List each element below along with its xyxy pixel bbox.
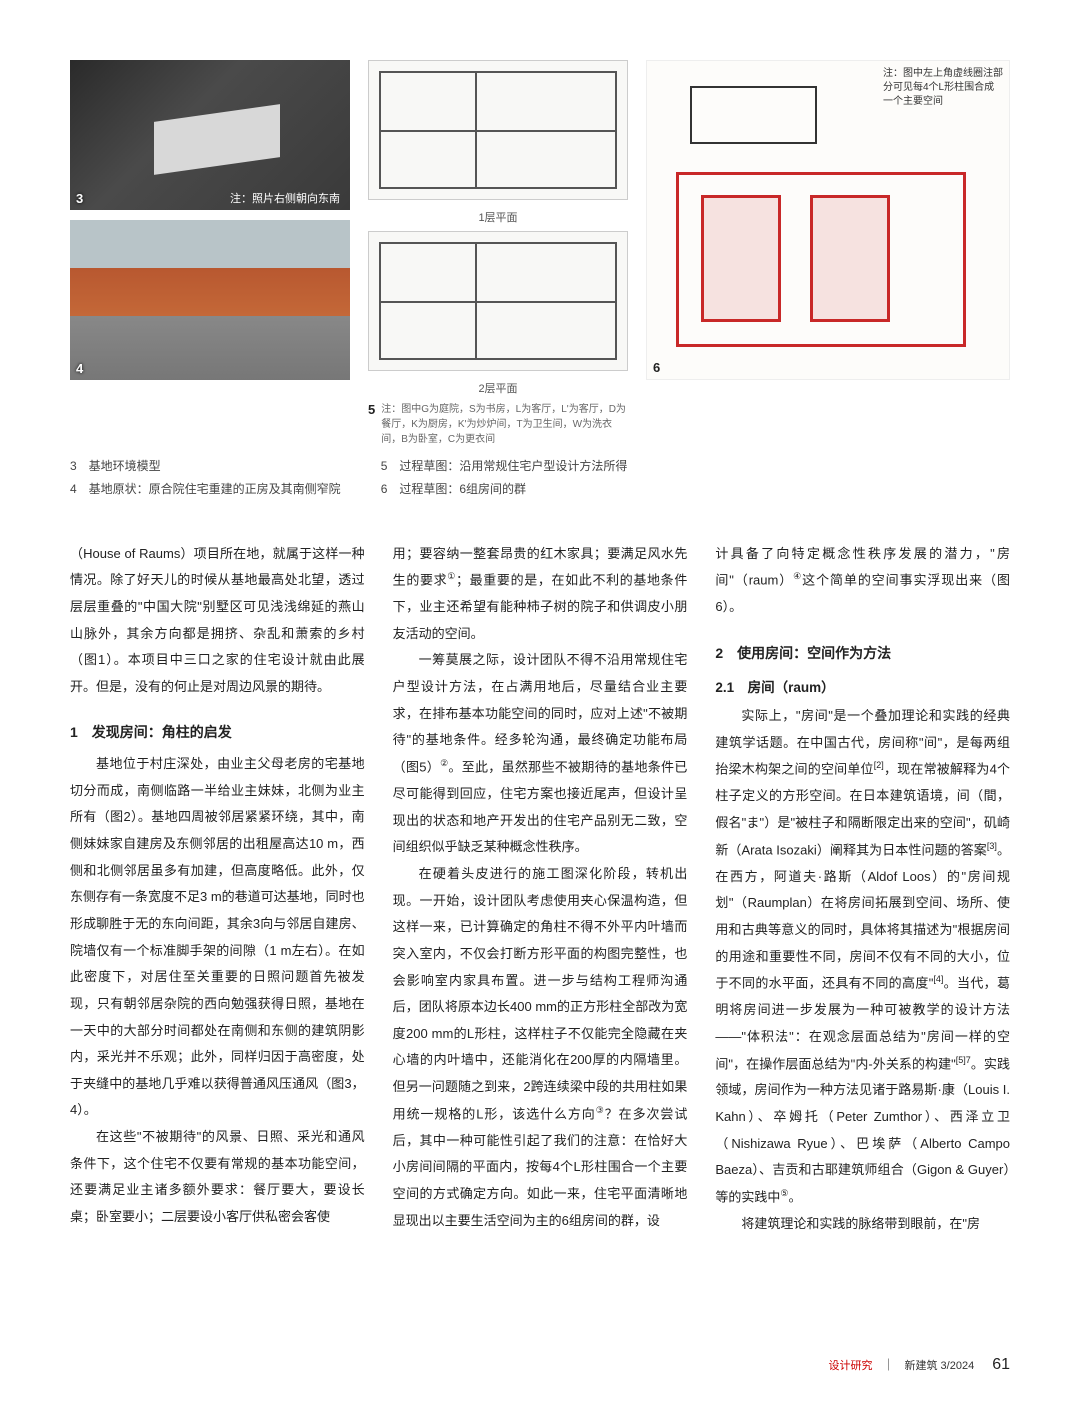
col1-heading-1: 1 发现房间：角柱的启发 [70,718,365,747]
figure-5-plan1-label: 1层平面 [368,209,628,225]
figure-3-number: 3 [76,191,83,206]
footer-section: 设计研究 [828,1357,872,1373]
figure-3-image: 3 注：照片右侧朝向东南 [70,60,350,210]
caption-6: 6 过程草图：6组房间的群 [381,478,628,501]
page-footer: 设计研究 ｜ 新建筑 3/2024 61 [828,1356,1010,1374]
footer-separator: ｜ [882,1356,894,1373]
column-1: （House of Raums）项目所在地，就属于这样一种情况。除了好天儿的时候… [70,541,365,1238]
caption-5: 5 过程草图：沿用常规住宅户型设计方法所得 [381,455,628,478]
figure-5-plan1 [368,60,628,200]
col3-heading-2-1: 2.1 房间（raum） [715,674,1010,702]
figure-6-inline-note: 注：图中左上角虚线圈注部分可见每4个L形柱围合成一个主要空间 [883,67,1003,109]
col2-p2: 一筹莫展之际，设计团队不得不沿用常规住宅户型设计方法，在占满用地后，尽量结合业主… [393,647,688,860]
col1-p1: （House of Raums）项目所在地，就属于这样一种情况。除了好天儿的时候… [70,541,365,701]
figure-4-number: 4 [76,361,83,376]
col3-p2: 实际上，"房间"是一个叠加理论和实践的经典建筑学话题。在中国古代，房间称"间"，… [715,703,1010,1211]
col2-p3: 在硬着头皮进行的施工图深化阶段，转机出现。一开始，设计团队考虑使用夹心保温构造，… [393,861,688,1234]
figure-4-image: 4 [70,220,350,380]
figure-right-column: 注：图中左上角虚线圈注部分可见每4个L形柱围合成一个主要空间 6 [646,60,1010,447]
caption-4: 4 基地原状：原合院住宅重建的正房及其南侧窄院 [70,478,341,501]
footer-issue: 新建筑 3/2024 [905,1357,975,1373]
figure-6-number: 6 [653,360,660,375]
figure-5-plan2 [368,231,628,371]
footer-page-number: 61 [992,1356,1010,1374]
body-columns: （House of Raums）项目所在地，就属于这样一种情况。除了好天儿的时候… [70,541,1010,1238]
column-3: 计具备了向特定概念性秩序发展的潜力，"房间"（raum）④这个简单的空间事实浮现… [715,541,1010,1238]
figure-6-sketch: 注：图中左上角虚线圈注部分可见每4个L形柱围合成一个主要空间 6 [646,60,1010,380]
column-2: 用；要容纳一整套昂贵的红木家具；要满足风水先生的要求①；最重要的是，在如此不利的… [393,541,688,1238]
figure-captions: 3 基地环境模型 4 基地原状：原合院住宅重建的正房及其南侧窄院 5 过程草图：… [70,455,1010,501]
col1-p3: 在这些"不被期待"的风景、日照、采光和通风条件下，这个住宅不仅要有常规的基本功能… [70,1124,365,1231]
figure-5-number: 5 [368,402,375,417]
col3-p1: 计具备了向特定概念性秩序发展的潜力，"房间"（raum）④这个简单的空间事实浮现… [715,541,1010,621]
figure-row: 3 注：照片右侧朝向东南 4 1层平面 2层平面 5 注：图中G为庭院，S为书房… [70,60,1010,447]
caption-3: 3 基地环境模型 [70,455,341,478]
figure-5-plan2-label: 2层平面 [368,380,628,396]
figure-5-note: 注：图中G为庭院，S为书房，L为客厅，L'为客厅，D为餐厅，K为厨房，K'为炒炉… [381,402,628,447]
figure-left-column: 3 注：照片右侧朝向东南 4 [70,60,350,447]
figure-mid-column: 1层平面 2层平面 5 注：图中G为庭院，S为书房，L为客厅，L'为客厅，D为餐… [368,60,628,447]
figure-3-inline-note: 注：照片右侧朝向东南 [230,190,340,206]
col1-p2: 基地位于村庄深处，由业主父母老房的宅基地切分而成，南侧临路一半给业主妹妹，北侧为… [70,751,365,1124]
col2-p1: 用；要容纳一整套昂贵的红木家具；要满足风水先生的要求①；最重要的是，在如此不利的… [393,541,688,648]
col3-heading-2: 2 使用房间：空间作为方法 [715,639,1010,668]
col3-p3: 将建筑理论和实践的脉络带到眼前，在"房 [715,1211,1010,1238]
